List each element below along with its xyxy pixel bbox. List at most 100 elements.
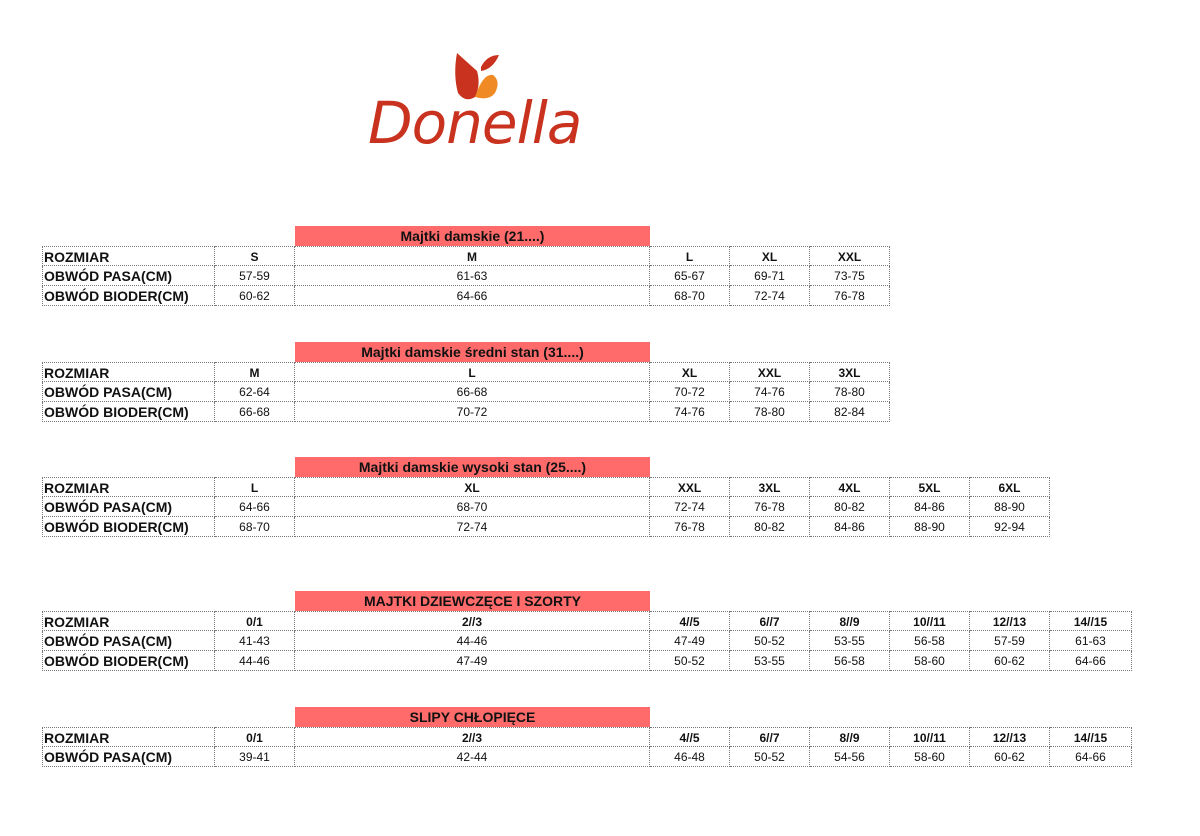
measurement-cell: 70-72 <box>295 402 650 422</box>
measurement-cell: 72-74 <box>650 497 730 517</box>
measurement-cell: 92-94 <box>970 517 1050 537</box>
measurement-cell: 64-66 <box>215 497 295 517</box>
size-cell: XXL <box>810 246 890 266</box>
measurement-cell: 58-60 <box>890 651 970 671</box>
measurement-cell: 88-90 <box>970 497 1050 517</box>
measurement-cell: 57-59 <box>970 631 1050 651</box>
size-cell: L <box>650 246 730 266</box>
size-cell: 14//15 <box>1050 727 1132 747</box>
hip-row: OBWÓD BIODER(CM) 44-46 47-49 50-52 53-55 56-5… <box>42 651 1132 671</box>
measurement-cell: 76-78 <box>730 497 810 517</box>
measurement-cell: 61-63 <box>295 266 650 286</box>
donella-logo: Donella <box>365 45 582 157</box>
measurement-cell: 70-72 <box>650 382 730 402</box>
size-cell: L <box>215 477 295 497</box>
measurement-cell: 58-60 <box>890 747 970 767</box>
waist-row: OBWÓD PASA(CM) 41-43 44-46 47-49 50-52 53-55 5… <box>42 631 1132 651</box>
measurement-cell: 72-74 <box>295 517 650 537</box>
measurement-cell: 68-70 <box>295 497 650 517</box>
row-label: ROZMIAR <box>42 246 215 266</box>
waist-row: OBWÓD PASA(CM) 62-64 66-68 70-72 74-76 78-80 <box>42 382 890 402</box>
size-cell: M <box>215 362 295 382</box>
size-cell: 4//5 <box>650 727 730 747</box>
measurement-cell: 46-48 <box>650 747 730 767</box>
row-label: ROZMIAR <box>42 727 215 747</box>
measurement-cell: 65-67 <box>650 266 730 286</box>
measurement-cell: 56-58 <box>810 651 890 671</box>
size-cell: XL <box>730 246 810 266</box>
size-row: ROZMIAR 0/1 2//3 4//5 6//7 8//9 10//11 12//13 14… <box>42 727 1132 747</box>
size-cell: 10//11 <box>890 727 970 747</box>
row-label: ROZMIAR <box>42 477 215 497</box>
measurement-cell: 39-41 <box>215 747 295 767</box>
row-label: OBWÓD PASA(CM) <box>42 631 215 651</box>
size-cell: 2//3 <box>295 727 650 747</box>
measurement-cell: 64-66 <box>1050 651 1132 671</box>
size-cell: 2//3 <box>295 611 650 631</box>
size-cell: M <box>295 246 650 266</box>
apple-logo-icon <box>455 53 499 100</box>
measurement-cell: 80-82 <box>810 497 890 517</box>
size-cell: 4//5 <box>650 611 730 631</box>
measurement-cell: 56-58 <box>890 631 970 651</box>
size-cell: 6//7 <box>730 611 810 631</box>
size-cell: 8//9 <box>810 727 890 747</box>
size-cell: 12//13 <box>970 727 1050 747</box>
measurement-cell: 74-76 <box>650 402 730 422</box>
measurement-cell: 80-82 <box>730 517 810 537</box>
size-row: ROZMIAR M L XL XXL 3XL <box>42 362 890 382</box>
logo-text: Donella <box>368 89 582 157</box>
hip-row: OBWÓD BIODER(CM) 60-62 64-66 68-70 72-74 76-7… <box>42 286 890 306</box>
waist-row: OBWÓD PASA(CM) 64-66 68-70 72-74 76-78 80-82 8… <box>42 497 1050 517</box>
size-cell: 14//15 <box>1050 611 1132 631</box>
table-title: Majtki damskie (21....) <box>295 226 650 246</box>
row-label: OBWÓD BIODER(CM) <box>42 651 215 671</box>
size-cell: XL <box>650 362 730 382</box>
size-cell: 10//11 <box>890 611 970 631</box>
measurement-cell: 64-66 <box>295 286 650 306</box>
waist-row: OBWÓD PASA(CM) 57-59 61-63 65-67 69-71 73-75 <box>42 266 890 286</box>
measurement-cell: 47-49 <box>650 631 730 651</box>
table-title: SLIPY CHŁOPIĘCE <box>295 707 650 727</box>
row-label: ROZMIAR <box>42 611 215 631</box>
measurement-cell: 50-52 <box>730 631 810 651</box>
measurement-cell: 82-84 <box>810 402 890 422</box>
measurement-cell: 76-78 <box>650 517 730 537</box>
table-title: Majtki damskie wysoki stan (25....) <box>295 457 650 477</box>
measurement-cell: 74-76 <box>730 382 810 402</box>
row-label: ROZMIAR <box>42 362 215 382</box>
measurement-cell: 76-78 <box>810 286 890 306</box>
size-cell: XXL <box>730 362 810 382</box>
measurement-cell: 53-55 <box>810 631 890 651</box>
table-title: Majtki damskie średni stan (31....) <box>295 342 650 362</box>
measurement-cell: 84-86 <box>810 517 890 537</box>
size-row: ROZMIAR 0/1 2//3 4//5 6//7 8//9 10//11 12//13 14… <box>42 611 1132 631</box>
measurement-cell: 78-80 <box>730 402 810 422</box>
measurement-cell: 72-74 <box>730 286 810 306</box>
row-label: OBWÓD PASA(CM) <box>42 747 215 767</box>
measurement-cell: 73-75 <box>810 266 890 286</box>
size-cell: L <box>295 362 650 382</box>
size-cell: XL <box>295 477 650 497</box>
measurement-cell: 84-86 <box>890 497 970 517</box>
size-cell: 3XL <box>730 477 810 497</box>
size-row: ROZMIAR L XL XXL 3XL 4XL 5XL 6XL <box>42 477 1050 497</box>
measurement-cell: 60-62 <box>970 651 1050 671</box>
measurement-cell: 47-49 <box>295 651 650 671</box>
measurement-cell: 44-46 <box>215 651 295 671</box>
measurement-cell: 62-64 <box>215 382 295 402</box>
measurement-cell: 50-52 <box>650 651 730 671</box>
measurement-cell: 78-80 <box>810 382 890 402</box>
measurement-cell: 61-63 <box>1050 631 1132 651</box>
table-title: MAJTKI DZIEWCZĘCE I SZORTY <box>295 591 650 611</box>
measurement-cell: 66-68 <box>215 402 295 422</box>
measurement-cell: 60-62 <box>215 286 295 306</box>
size-cell: 8//9 <box>810 611 890 631</box>
row-label: OBWÓD PASA(CM) <box>42 266 215 286</box>
measurement-cell: 68-70 <box>215 517 295 537</box>
hip-row: OBWÓD BIODER(CM) 66-68 70-72 74-76 78-80 82-8… <box>42 402 890 422</box>
size-cell: 0/1 <box>215 727 295 747</box>
measurement-cell: 88-90 <box>890 517 970 537</box>
size-cell: XXL <box>650 477 730 497</box>
row-label: OBWÓD BIODER(CM) <box>42 402 215 422</box>
